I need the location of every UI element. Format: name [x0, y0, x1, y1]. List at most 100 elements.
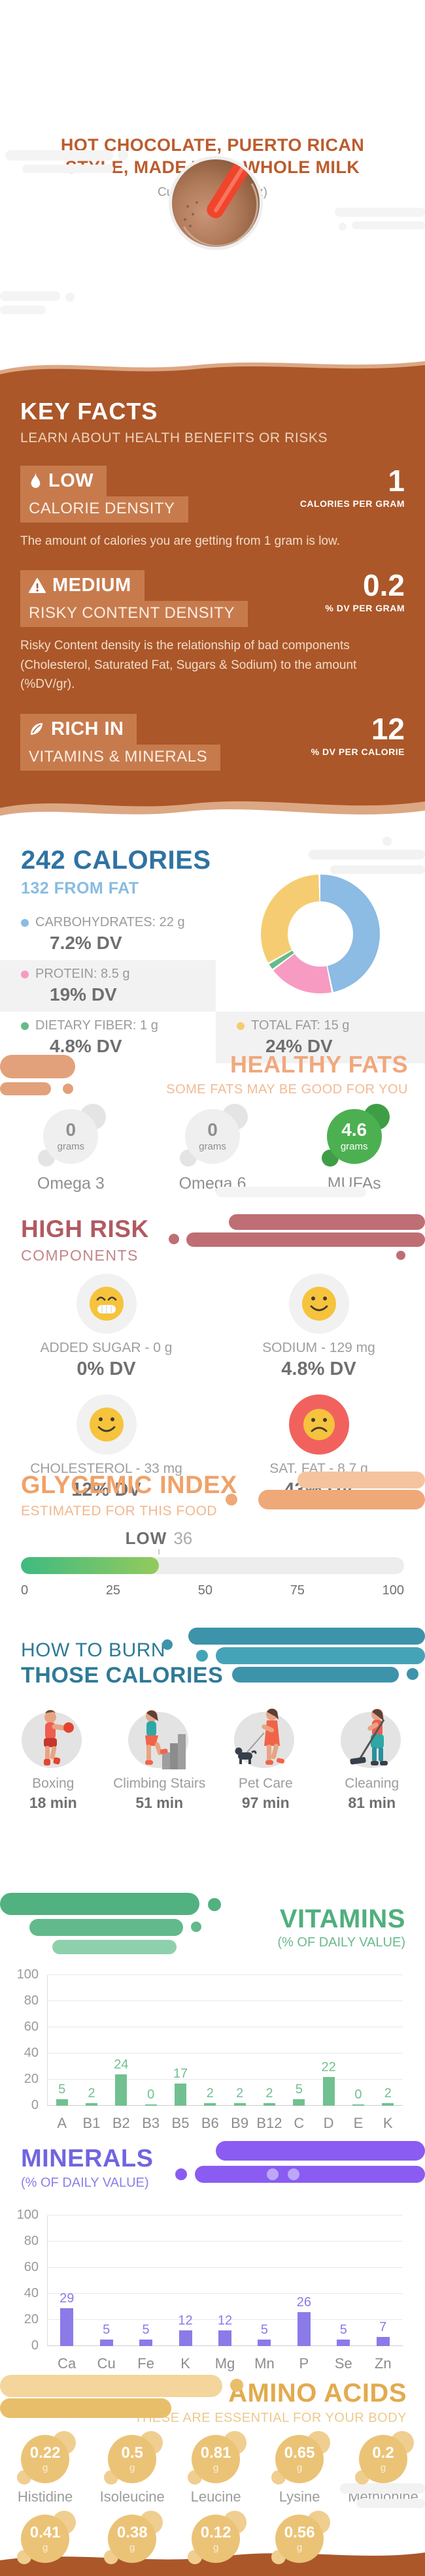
gi-scale-label: 100 — [382, 1583, 404, 1598]
fact-rich-in: RICH IN VITAMINS & MINERALS 12 % DV PER … — [20, 713, 405, 771]
fact-label: CALORIE DENSITY — [20, 496, 188, 523]
y-axis-label: 0 — [31, 2338, 39, 2353]
decor-blob — [29, 1919, 183, 1936]
fact-description: The amount of calories you are getting f… — [20, 534, 340, 548]
decor-blob — [407, 1668, 418, 1680]
calories-section: 242 CALORIES 132 FROM FAT CARBOHYDRATES:… — [0, 837, 425, 1063]
x-axis-label: Cu — [97, 2355, 116, 2372]
bar — [233, 2103, 246, 2106]
decor-blob — [229, 1214, 425, 1230]
bar-column: 26 — [284, 2295, 324, 2346]
x-axis-label: Fe — [137, 2355, 154, 2372]
bar-column: 2 — [196, 2086, 225, 2106]
y-axis-label: 60 — [24, 2260, 39, 2274]
decor-blob — [191, 1922, 201, 1932]
risk-item-sodium: SODIUM - 129 mg 4.8% DV — [212, 1274, 425, 1380]
bar-value-label: 5 — [339, 2323, 347, 2337]
y-axis-label: 100 — [16, 1967, 39, 1982]
calories-from-fat: 132 FROM FAT — [21, 879, 139, 897]
decor-blob — [226, 1494, 237, 1505]
decor-blob — [267, 2168, 279, 2180]
vitamins-subtitle: (% OF DAILY VALUE) — [277, 1935, 405, 1950]
burn-title-line2: THOSE CALORIES — [21, 1663, 224, 1688]
bar-column: 2 — [225, 2086, 254, 2106]
burn-title-line1: HOW TO BURN — [21, 1639, 166, 1661]
amino-acids-title: AMINO ACIDS — [228, 2379, 407, 2407]
high-risk-title: HIGH RISK — [21, 1216, 149, 1242]
decor-blob — [396, 1251, 405, 1260]
decor-blob — [5, 150, 113, 161]
fact-label: RISKY CONTENT DENSITY — [20, 601, 248, 628]
bar — [352, 2104, 364, 2106]
key-facts-subtitle: LEARN ABOUT HEALTH BENEFITS OR RISKS — [20, 430, 328, 445]
decor-blob — [0, 1082, 51, 1095]
bar-value-label: 2 — [88, 2086, 95, 2101]
bar-column: 2 — [254, 2086, 284, 2106]
decor-blob — [0, 306, 46, 314]
healthy-fats-section: HEALTHY FATS SOME FATS MAY BE GOOD FOR Y… — [0, 1046, 425, 1209]
y-axis-label: 100 — [16, 2208, 39, 2222]
bar-value-label: 22 — [321, 2060, 336, 2074]
decor-blob — [208, 1898, 221, 1911]
gi-scale-label: 25 — [105, 1583, 121, 1598]
decor-blob — [356, 2499, 425, 2508]
decor-blob — [0, 1893, 199, 1915]
y-axis-label: 80 — [24, 1993, 39, 2008]
activity-pet-care: Pet Care 97 min — [212, 1705, 319, 1812]
bar — [218, 2330, 231, 2346]
decor-blob — [52, 1940, 177, 1954]
fact-level: MEDIUM — [52, 575, 131, 596]
bar-column: 12 — [165, 2313, 205, 2346]
bar-value-label: 0 — [354, 2087, 362, 2102]
protein-bullet — [21, 970, 29, 978]
amino-item-lysine: 0.65 g Lysine — [258, 2431, 341, 2505]
bar — [56, 2099, 68, 2106]
gi-scale-label: 0 — [21, 1583, 29, 1598]
decor-blob — [0, 2398, 171, 2418]
bar-value-label: 5 — [142, 2323, 150, 2337]
flame-icon — [31, 472, 41, 488]
activity-cleaning: Cleaning 81 min — [319, 1705, 425, 1812]
gi-scale-label: 50 — [197, 1583, 212, 1598]
bar-value-label: 2 — [206, 2086, 214, 2101]
amino-acids-section: AMINO ACIDS THESE ARE ESSENTIAL FOR YOUR… — [0, 2375, 425, 2576]
decor-blob — [63, 1084, 73, 1094]
bar — [178, 2330, 192, 2346]
wave-divider — [0, 361, 425, 379]
food-photo — [172, 159, 260, 247]
decor-blob — [340, 2483, 425, 2494]
bar — [263, 2103, 275, 2106]
footer: inlivo Nutrition Tracker & Health Coach … — [0, 2568, 425, 2576]
gi-label-block: LOW 36 — [126, 1528, 193, 1549]
x-axis-label: Ca — [58, 2355, 76, 2372]
decor-blob — [330, 865, 425, 874]
vitamins-chart: 0 20 40 60 80 100 5 2 24 0 17 2 2 2 5 22 0 2 A B1 B2 B3 B5 B6… — [17, 1967, 403, 2132]
minerals-subtitle: (% OF DAILY VALUE) — [21, 2176, 149, 2190]
amino-item-leucine: 0.81 g Leucine — [174, 2431, 258, 2505]
bar — [337, 2340, 350, 2346]
bar-column: 5 — [47, 2082, 76, 2106]
gi-marker-tick — [158, 1549, 160, 1554]
decor-blob — [0, 2375, 222, 2397]
bar-column: 29 — [47, 2291, 86, 2346]
fat-bullet — [237, 1022, 245, 1030]
y-axis-label: 40 — [24, 2286, 39, 2300]
decor-blob — [195, 2166, 425, 2183]
decor-blob — [288, 2168, 299, 2180]
key-facts-title: KEY FACTS — [20, 398, 158, 425]
decor-blob — [230, 2379, 243, 2392]
key-facts-section: KEY FACTS LEARN ABOUT HEALTH BENEFITS OR… — [0, 379, 425, 791]
bar — [139, 2340, 153, 2346]
fat-dv: 24% DV — [265, 1036, 333, 1056]
gridline — [48, 2079, 403, 2080]
fact-unit: % DV PER CALORIE — [311, 746, 405, 757]
bar-column: 0 — [136, 2087, 165, 2106]
glycemic-section: GLYCEMIC INDEX ESTIMATED FOR THIS FOOD L… — [0, 1464, 425, 1630]
x-axis-label: D — [323, 2115, 334, 2131]
decor-blob — [216, 2141, 425, 2161]
x-axis-label: B2 — [112, 2115, 130, 2131]
amino-item-methionine: 0.2 g Methionine — [341, 2431, 425, 2505]
fact-description: Risky Content density is the relationshi… — [20, 639, 357, 692]
fact-unit: CALORIES PER GRAM — [299, 498, 405, 509]
decor-blob — [309, 850, 425, 860]
